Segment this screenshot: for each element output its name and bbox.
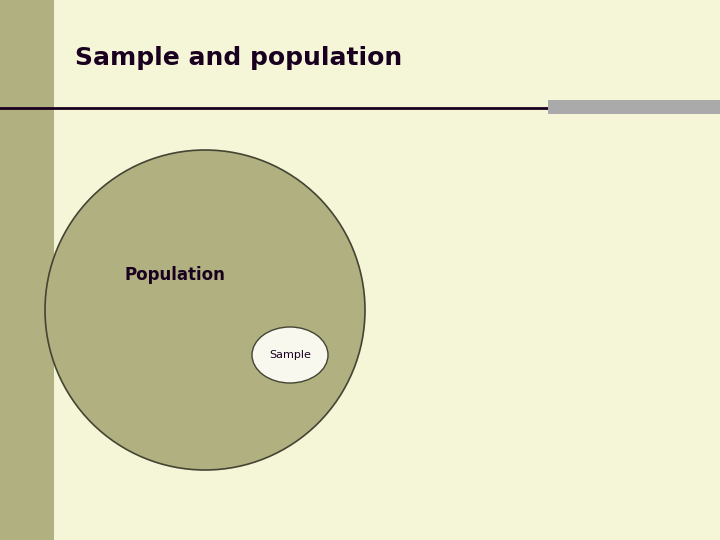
FancyBboxPatch shape	[0, 0, 54, 540]
Text: Sample: Sample	[269, 350, 311, 360]
Text: Sample and population: Sample and population	[75, 46, 402, 70]
Ellipse shape	[252, 327, 328, 383]
Text: Population: Population	[125, 266, 225, 284]
FancyBboxPatch shape	[548, 100, 720, 114]
Ellipse shape	[45, 150, 365, 470]
